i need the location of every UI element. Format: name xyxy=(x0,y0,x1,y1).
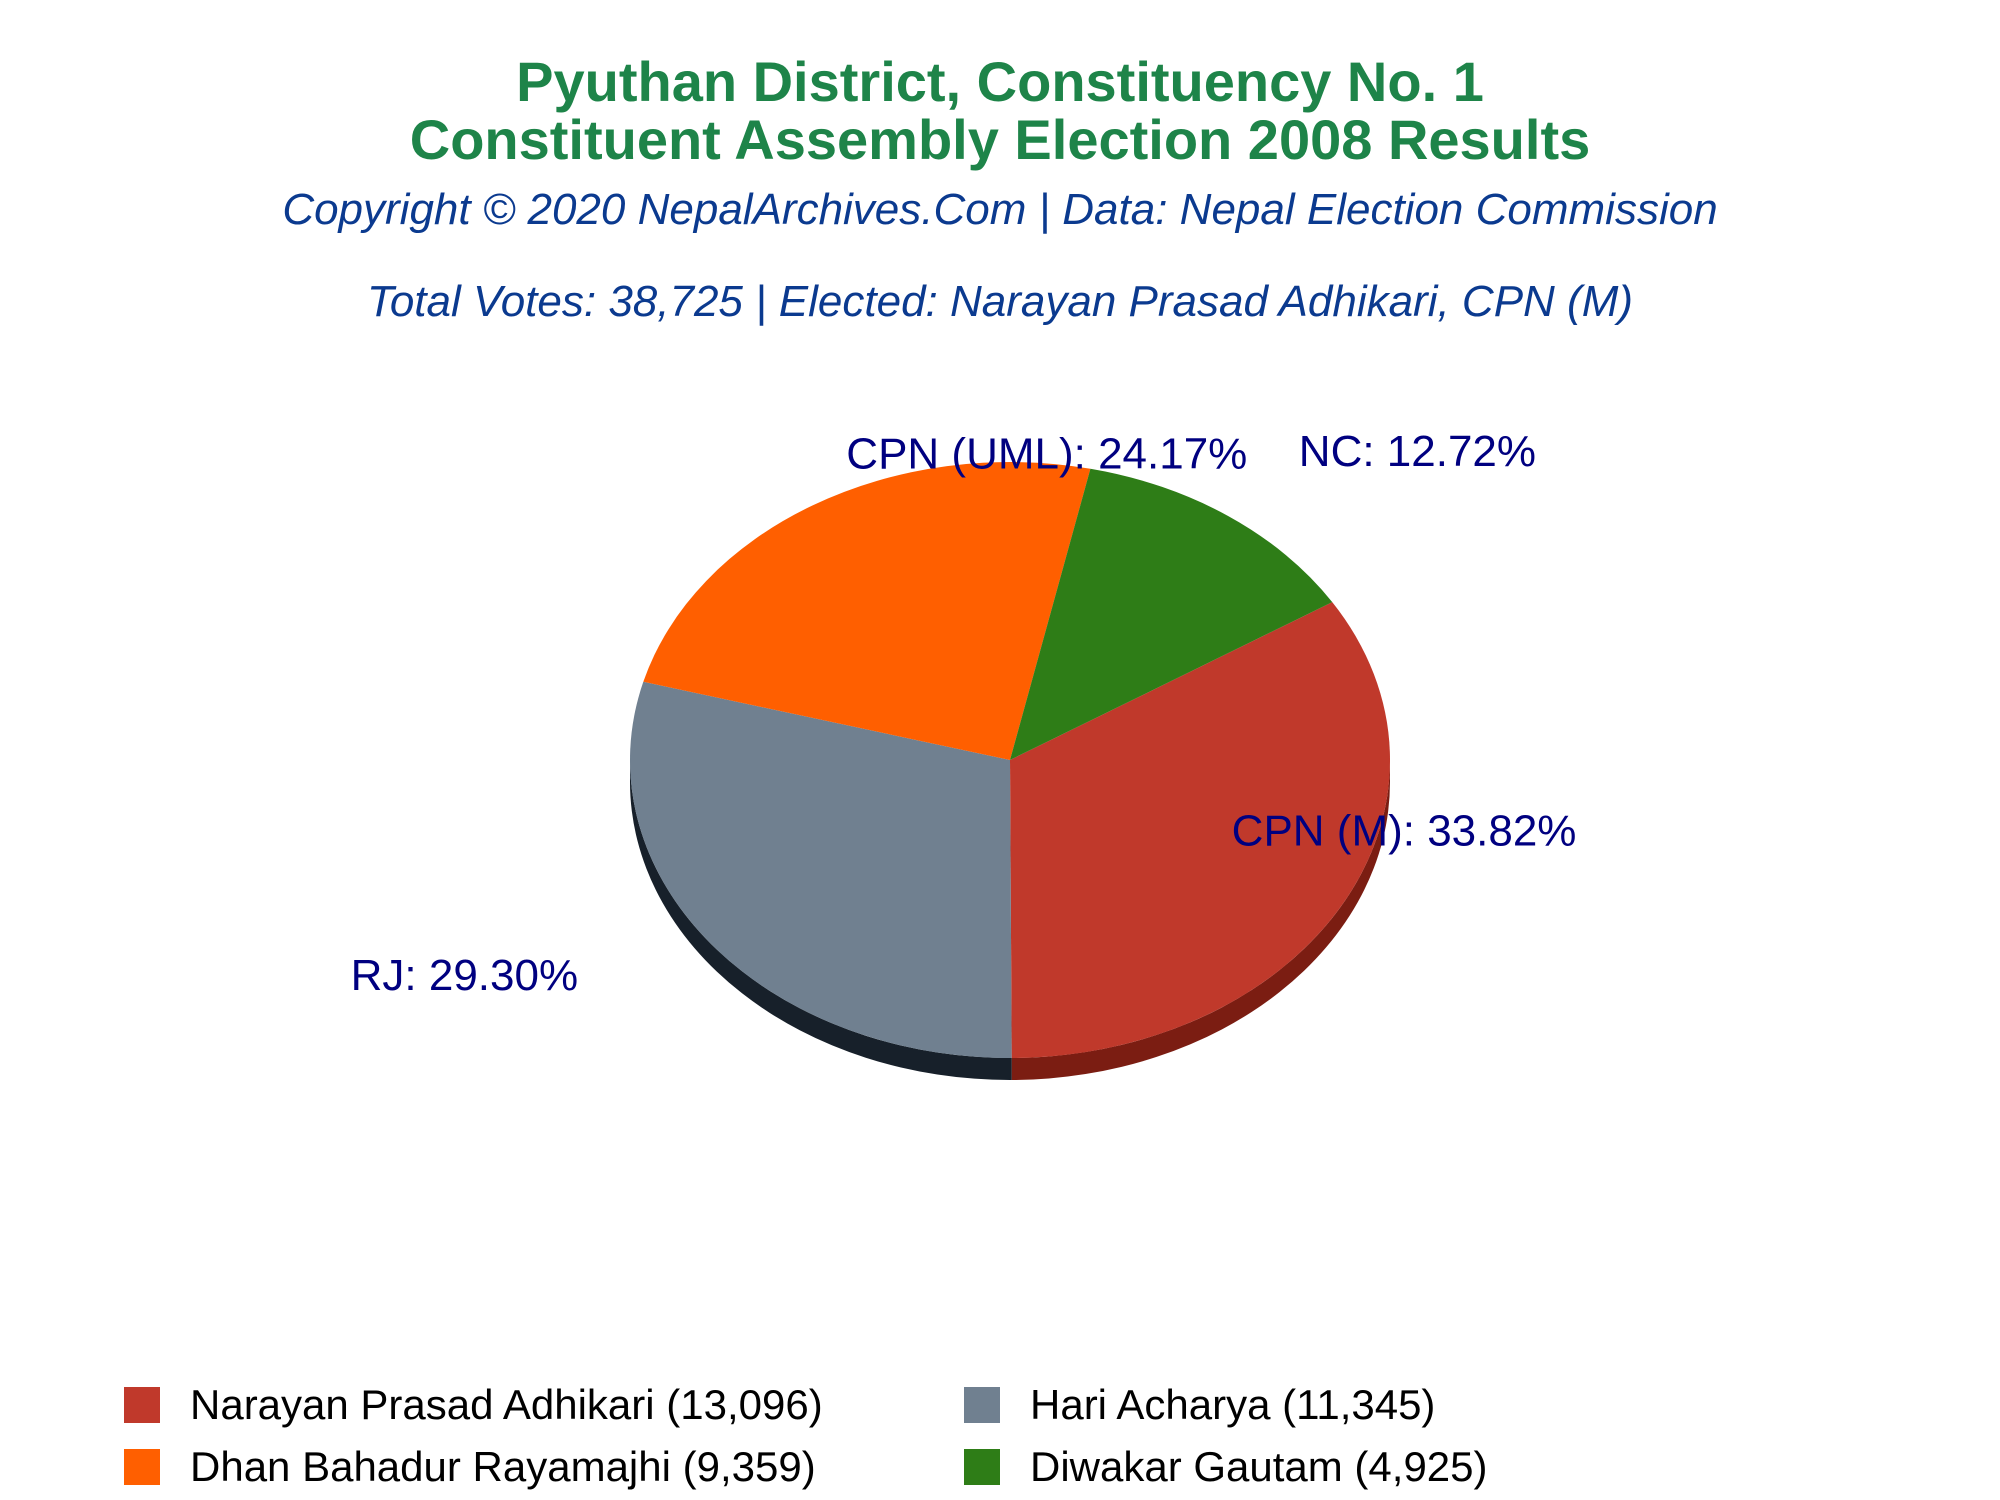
chart-title-line2: Constituent Assembly Election 2008 Resul… xyxy=(409,108,1591,171)
chart-subtitle: Copyright © 2020 NepalArchives.Com | Dat… xyxy=(282,185,1718,234)
legend-swatch xyxy=(124,1449,160,1485)
legend-label: Narayan Prasad Adhikari (13,096) xyxy=(190,1381,823,1428)
slice-label-cpn-uml: CPN (UML): 24.17% xyxy=(846,429,1247,478)
chart-title-line1: Pyuthan District, Constituency No. 1 xyxy=(516,50,1484,113)
legend-item-narayan-prasad-adhikari: Narayan Prasad Adhikari (13,096) xyxy=(124,1375,823,1435)
pie-slices xyxy=(629,462,1391,1058)
slice-label-rj: RJ: 29.30% xyxy=(351,951,578,1000)
pie-slice-nc xyxy=(1010,468,1333,760)
legend-item-hari-acharya: Hari Acharya (11,345) xyxy=(964,1375,1435,1435)
pie-slice-cpn-uml xyxy=(643,462,1091,760)
pie-slice-cpn-m xyxy=(1010,602,1391,1058)
pie-labels: CPN (M): 33.82% RJ: 29.30% CPN (UML): 24.1… xyxy=(351,427,1577,1000)
legend-swatch xyxy=(124,1387,160,1423)
legend-item-diwakar-gautam: Diwakar Gautam (4,925) xyxy=(964,1437,1488,1497)
legend-swatch xyxy=(964,1387,1000,1423)
pie-slice-rj xyxy=(629,681,1012,1058)
legend-label: Hari Acharya (11,345) xyxy=(1030,1381,1436,1428)
legend-label: Dhan Bahadur Rayamajhi (9,359) xyxy=(190,1443,816,1490)
slice-label-nc: NC: 12.72% xyxy=(1299,427,1536,476)
chart-info-line: Total Votes: 38,725 | Elected: Narayan P… xyxy=(366,277,1634,326)
legend-label: Diwakar Gautam (4,925) xyxy=(1030,1443,1488,1490)
slice-label-cpn-m: CPN (M): 33.82% xyxy=(1232,806,1577,855)
legend-swatch xyxy=(964,1449,1000,1485)
legend-item-dhan-bahadur-rayamajhi: Dhan Bahadur Rayamajhi (9,359) xyxy=(124,1437,816,1497)
